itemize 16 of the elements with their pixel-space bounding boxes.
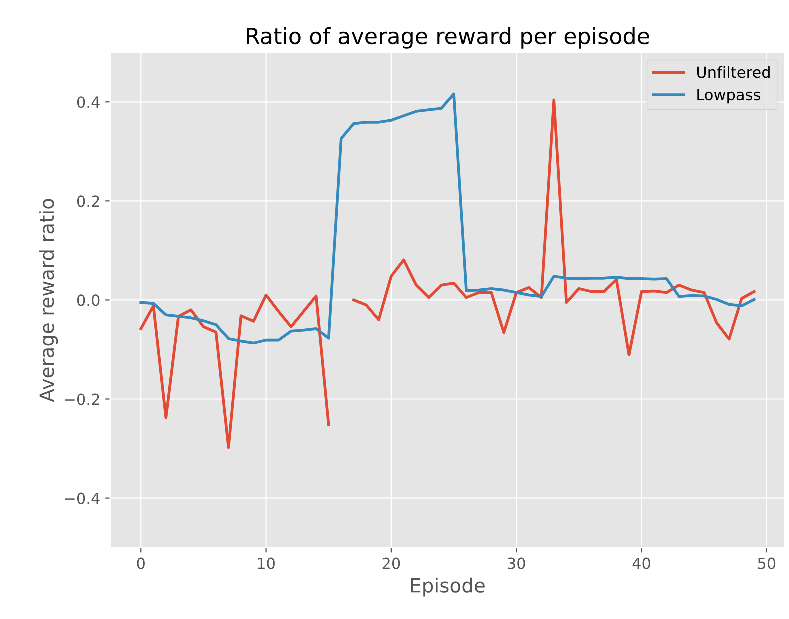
x-tick-label: 10 [258,558,275,570]
y-tick-label: 0.0 [77,294,100,306]
y-tick-label: −0.4 [65,492,100,504]
x-axis-title: Episode [411,578,485,597]
legend-label: Unfiltered [697,66,770,78]
x-tick-label: 20 [382,558,400,570]
chart-title: Ratio of average reward per episode [247,27,650,49]
y-tick-label: 0.4 [77,96,100,108]
legend-label: Lowpass [698,89,760,104]
x-tick-label: 0 [137,558,145,570]
y-tick-label: −0.2 [65,394,100,406]
y-tick-label: 0.2 [77,196,100,208]
x-tick-label: 30 [508,558,526,570]
x-tick-label: 40 [632,558,650,570]
x-tick-label: 50 [758,558,776,570]
y-axis-title: Average reward ratio [39,199,58,402]
